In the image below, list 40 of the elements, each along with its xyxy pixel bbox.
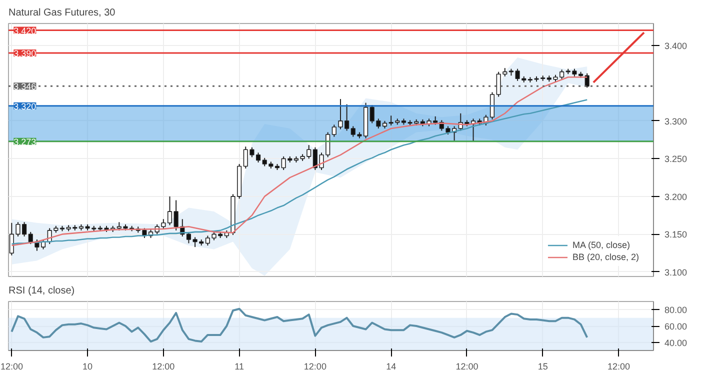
y-tick-label: 3.400 xyxy=(664,40,688,51)
y-tick-label: 3.300 xyxy=(664,116,688,126)
candlestick xyxy=(28,231,33,245)
candlestick xyxy=(388,115,394,126)
ref-line-label: 3.320 xyxy=(14,101,36,112)
candlestick xyxy=(496,71,501,98)
legend-label: BB (20, close, 2) xyxy=(572,252,639,262)
candlestick xyxy=(332,124,336,138)
candlestick xyxy=(370,104,374,124)
ref-line-label: 3.346 xyxy=(14,82,36,92)
chart-title: Natural Gas Futures, 30 xyxy=(8,8,116,18)
candlestick xyxy=(167,196,172,226)
y-tick-label: 3.250 xyxy=(664,154,688,164)
candlestick xyxy=(350,126,356,138)
y-tick-label: 3.200 xyxy=(664,192,688,202)
x-tick-label: 12:00 xyxy=(152,362,175,372)
candlestick xyxy=(326,132,330,158)
x-tick-label: 12:00 xyxy=(304,362,326,372)
candlestick xyxy=(490,92,495,120)
y-tick-label: 80.00 xyxy=(664,305,688,316)
y-tick-label: 3.150 xyxy=(664,230,688,240)
candlestick xyxy=(376,118,381,129)
ref-line-label: 3.390 xyxy=(14,48,36,58)
chart-title: RSI (14, close) xyxy=(8,286,75,296)
x-tick-label: 15 xyxy=(538,362,548,372)
x-tick-label: 12:00 xyxy=(0,362,24,372)
y-tick-label: 40.00 xyxy=(664,338,688,348)
x-tick-label: 12:00 xyxy=(607,362,630,372)
y-tick-label: 60.00 xyxy=(664,322,688,332)
legend-label: MA (50, close) xyxy=(572,240,630,250)
x-tick-label: 11 xyxy=(234,362,244,372)
line-series xyxy=(10,308,588,343)
ref-line-label: 3.420 xyxy=(14,26,36,36)
ref-line-label: 3.273 xyxy=(14,136,36,147)
y-tick-label: 3.100 xyxy=(664,267,688,278)
candlestick xyxy=(584,72,590,88)
x-tick-label: 10 xyxy=(82,362,93,372)
x-tick-label: 14 xyxy=(386,362,396,372)
x-tick-label: 12:00 xyxy=(456,362,478,372)
candlestick xyxy=(306,144,312,160)
